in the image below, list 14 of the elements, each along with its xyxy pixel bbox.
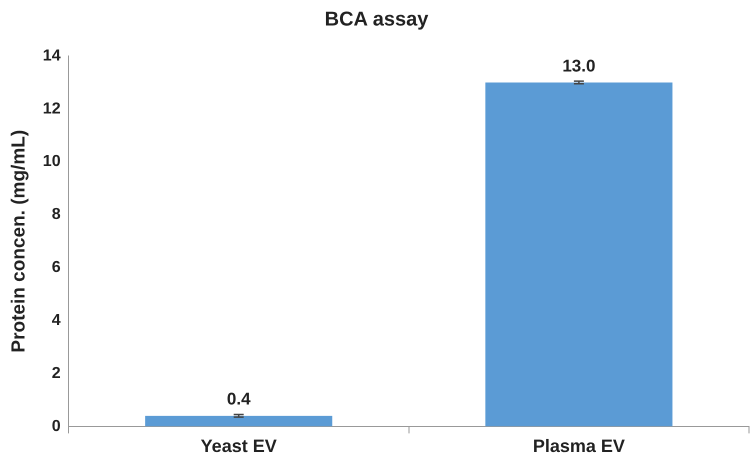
x-tick-label: Yeast EV [200,436,277,456]
x-tick-label: Plasma EV [532,436,625,456]
y-axis-title: Protein concen. (mg/mL) [8,130,30,353]
y-tick-label: 10 [42,153,61,170]
y-tick-label: 6 [52,259,61,276]
chart-title: BCA assay [324,8,430,31]
data-label: 13.0 [562,56,596,76]
y-tick-label: 4 [52,312,61,329]
y-tick-label: 12 [42,100,61,118]
y-tick-label: 2 [52,364,61,382]
y-tick-label: 0 [52,418,61,435]
y-tick-label: 8 [52,206,61,224]
data-label: 0.4 [226,390,252,409]
y-tick-label: 14 [42,47,61,64]
